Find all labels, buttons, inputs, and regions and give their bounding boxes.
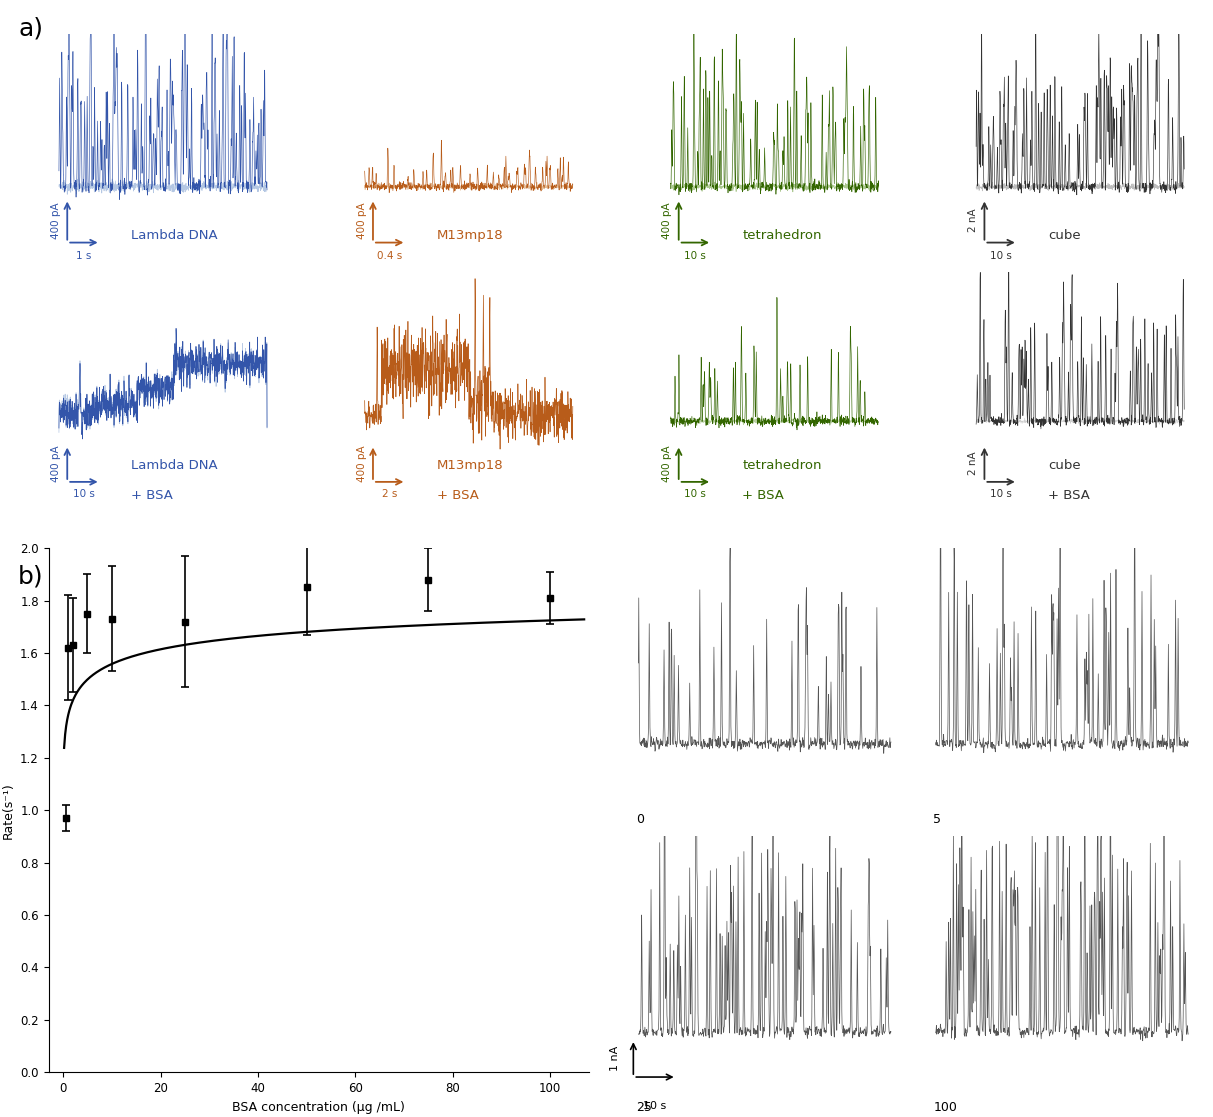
Text: + BSA: + BSA — [1048, 489, 1090, 503]
Text: 10 s: 10 s — [73, 489, 95, 499]
X-axis label: BSA concentration (μg /mL): BSA concentration (μg /mL) — [233, 1100, 405, 1114]
Text: a): a) — [18, 17, 44, 40]
Text: 100: 100 — [933, 1100, 957, 1114]
Text: M13mp18: M13mp18 — [437, 229, 503, 242]
Text: cube: cube — [1048, 459, 1081, 472]
Text: 10 s: 10 s — [643, 1100, 667, 1110]
Text: 0: 0 — [636, 812, 644, 825]
Text: 2 s: 2 s — [382, 489, 398, 499]
Text: b): b) — [18, 564, 44, 588]
Y-axis label: Rate(s⁻¹): Rate(s⁻¹) — [1, 782, 15, 839]
Text: 1 nA: 1 nA — [610, 1046, 620, 1071]
Text: 5: 5 — [933, 812, 941, 825]
Text: 25: 25 — [636, 1100, 651, 1114]
Text: cube: cube — [1048, 229, 1081, 242]
Text: 400 pA: 400 pA — [662, 202, 672, 239]
Text: 400 pA: 400 pA — [662, 445, 672, 481]
Text: 400 pA: 400 pA — [357, 202, 366, 239]
Text: 2 nA: 2 nA — [968, 451, 978, 475]
Text: 1 s: 1 s — [76, 250, 92, 260]
Text: M13mp18: M13mp18 — [437, 459, 503, 472]
Text: 10 s: 10 s — [684, 250, 706, 260]
Text: 400 pA: 400 pA — [357, 445, 366, 481]
Text: tetrahedron: tetrahedron — [742, 229, 821, 242]
Text: Lambda DNA: Lambda DNA — [131, 229, 217, 242]
Text: 10 s: 10 s — [990, 250, 1012, 260]
Text: tetrahedron: tetrahedron — [742, 459, 821, 472]
Text: + BSA: + BSA — [131, 489, 172, 503]
Text: 400 pA: 400 pA — [51, 202, 61, 239]
Text: 10 s: 10 s — [990, 489, 1012, 499]
Text: 10 s: 10 s — [684, 489, 706, 499]
Text: 400 pA: 400 pA — [51, 445, 61, 481]
Text: Lambda DNA: Lambda DNA — [131, 459, 217, 472]
Text: 2 nA: 2 nA — [968, 209, 978, 232]
Text: 0.4 s: 0.4 s — [377, 250, 403, 260]
Text: + BSA: + BSA — [742, 489, 784, 503]
Text: + BSA: + BSA — [437, 489, 478, 503]
